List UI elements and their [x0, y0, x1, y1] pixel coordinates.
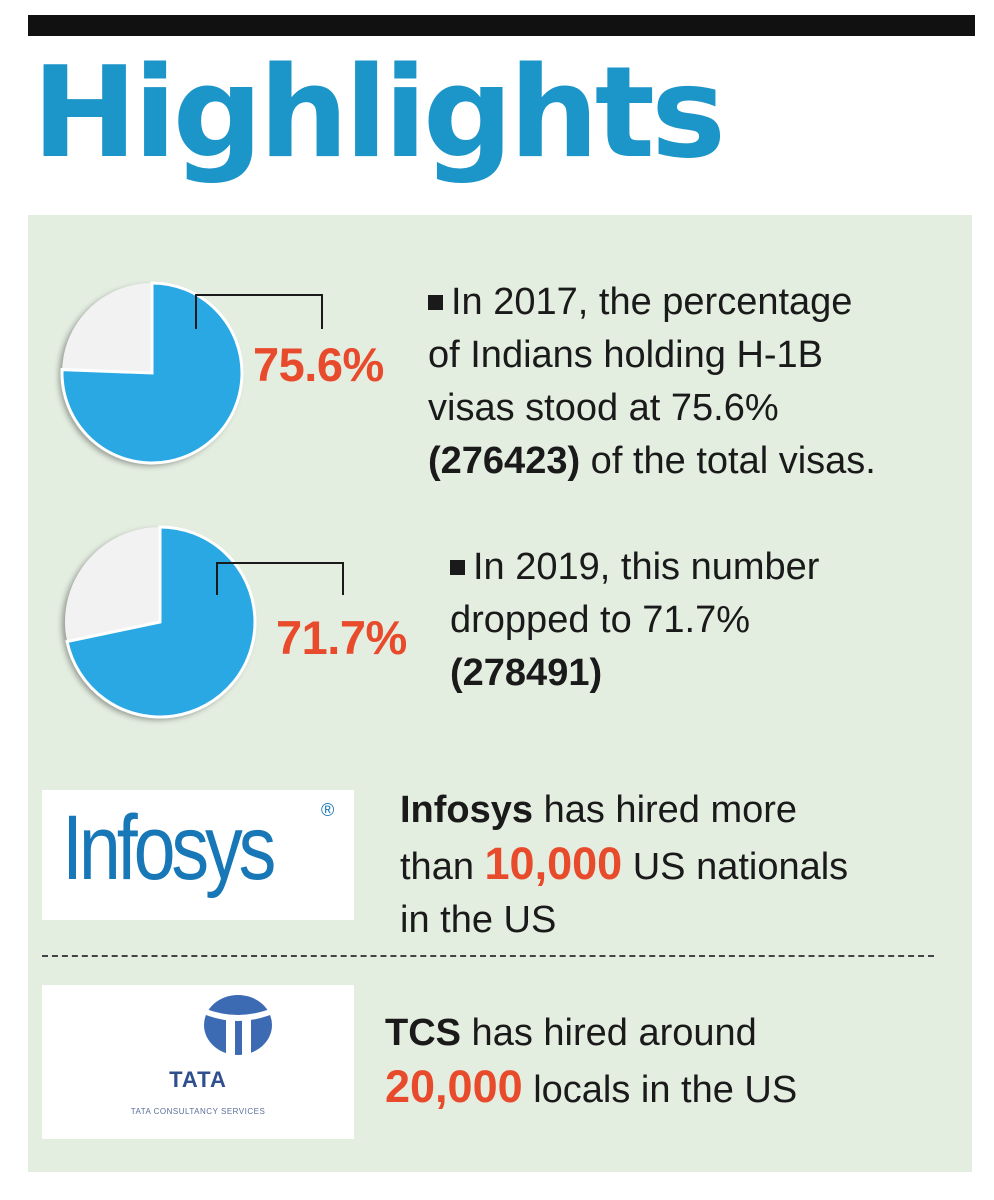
fact-infosys: Infosys has hired more than 10,000 US na…	[400, 789, 849, 941]
dashed-divider	[42, 955, 934, 957]
infosys-hire-count: 10,000	[484, 838, 623, 889]
infosys-logo: Infosys ®	[42, 790, 354, 920]
company-tcs: TCS	[385, 1012, 461, 1054]
pie-annotation-2019: 71.7%	[276, 611, 407, 664]
tata-logo: TATA TATA CONSULTANCY SERVICES	[42, 985, 354, 1139]
tcs-hire-count: 20,000	[385, 1061, 523, 1112]
pie-annotation-2017: 75.6%	[253, 338, 384, 391]
tata-emblem-icon	[204, 995, 272, 1055]
page-title: Highlights	[32, 39, 726, 186]
pie-slice-filled	[60, 281, 244, 465]
tata-logo-text: TATA	[169, 1067, 227, 1092]
pie-slice-filled	[65, 525, 257, 719]
registered-mark: ®	[321, 800, 335, 820]
fact-tcs: TCS has hired around 20,000 locals in th…	[385, 1012, 798, 1112]
tata-logo-subtext: TATA CONSULTANCY SERVICES	[130, 1107, 266, 1116]
count-2017: (276423)	[428, 440, 581, 482]
infosys-logo-text: Infosys	[62, 797, 276, 899]
top-rule	[28, 15, 975, 36]
pie-leader-line	[195, 294, 323, 329]
fact-2019: In 2019, this number dropped to 71.7% (2…	[450, 546, 820, 694]
pie-leader-line	[216, 562, 344, 595]
bullet-icon	[428, 295, 443, 310]
company-infosys: Infosys	[400, 789, 534, 831]
fact-2017: In 2017, the percentage of Indians holdi…	[428, 281, 876, 482]
bullet-icon	[450, 560, 465, 575]
count-2019: (278491)	[450, 652, 603, 694]
